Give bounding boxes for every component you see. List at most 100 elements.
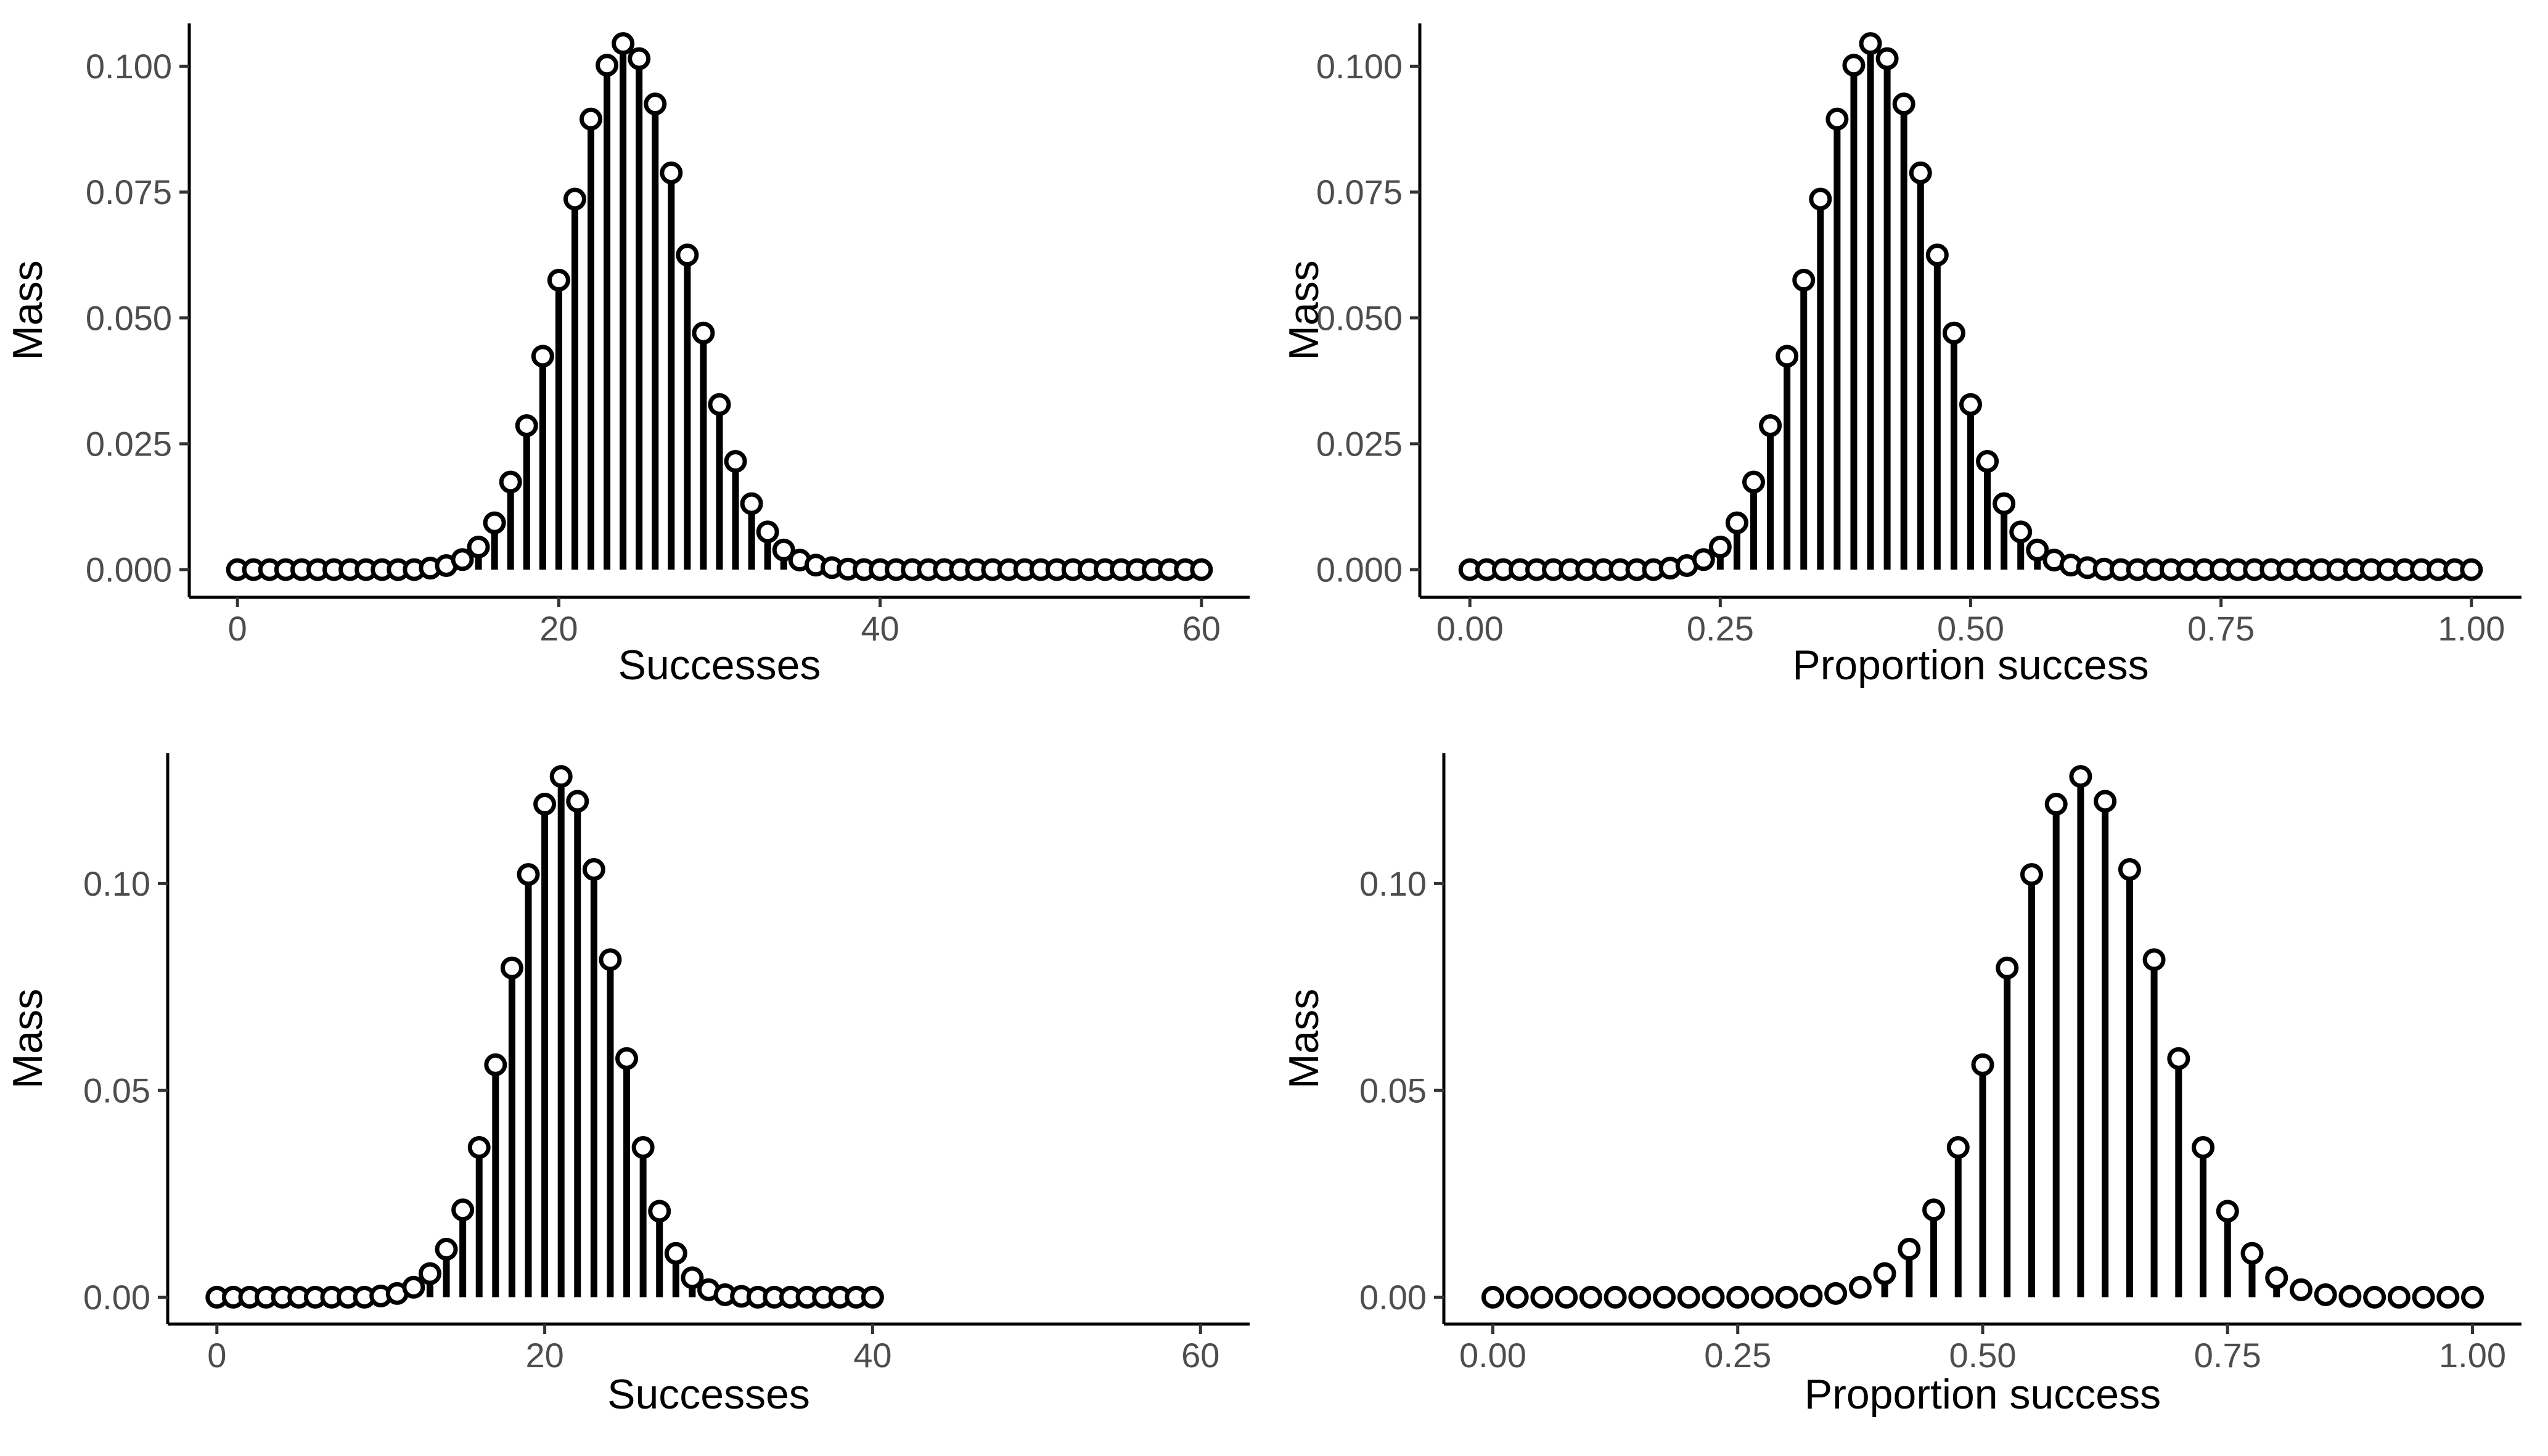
- point-1-22: [580, 107, 603, 131]
- x-tick-label: 1.00: [2439, 1336, 2506, 1375]
- point-4-21: [1996, 956, 2019, 980]
- point-3-16: [467, 1135, 491, 1159]
- x-axis-label: Successes: [618, 642, 821, 689]
- y-axis-label: Mass: [4, 989, 51, 1089]
- point-4-20: [1971, 1053, 1994, 1076]
- point-1-31: [724, 450, 747, 473]
- point-2-30: [1959, 393, 1982, 416]
- point-2-22: [1825, 107, 1849, 131]
- point-1-18: [515, 414, 538, 438]
- point-2-23: [1842, 54, 1866, 77]
- point-1-21: [563, 187, 586, 211]
- point-4-15: [1848, 1275, 1872, 1299]
- y-tick-label: 0.05: [83, 1071, 150, 1110]
- y-tick-label: 0.000: [86, 550, 172, 589]
- point-1-30: [708, 393, 731, 416]
- point-3-18: [500, 956, 523, 980]
- point-4-39: [2436, 1285, 2460, 1309]
- y-tick-label: 0.10: [1359, 864, 1427, 903]
- x-tick-label: 40: [861, 609, 899, 648]
- point-2-18: [1759, 414, 1782, 438]
- point-2-19: [1776, 345, 1799, 368]
- y-tick-label: 0.000: [1316, 550, 1403, 589]
- point-3-27: [648, 1200, 671, 1223]
- point-4-11: [1750, 1285, 1774, 1309]
- point-4-7: [1653, 1285, 1676, 1309]
- point-2-31: [1976, 450, 1999, 473]
- point-4-27: [2142, 948, 2166, 971]
- point-1-15: [467, 535, 490, 558]
- y-axis-label: Mass: [1280, 260, 1327, 360]
- y-tick-label: 0.05: [1359, 1071, 1427, 1110]
- point-3-21: [549, 765, 573, 788]
- x-tick-label: 60: [1181, 1336, 1219, 1375]
- y-tick-label: 0.00: [83, 1278, 150, 1317]
- point-4-6: [1628, 1285, 1652, 1309]
- point-4-26: [2118, 858, 2141, 881]
- y-axis-label: Mass: [1280, 989, 1327, 1089]
- point-3-14: [435, 1238, 458, 1261]
- point-4-19: [1946, 1135, 1970, 1159]
- point-1-23: [596, 54, 619, 77]
- point-4-9: [1702, 1285, 1725, 1309]
- x-tick-label: 0.75: [2194, 1336, 2261, 1375]
- point-3-22: [566, 790, 589, 813]
- point-1-27: [660, 162, 683, 185]
- chart-panel-4: 0.00 0.05 0.10 0.00 0.25 0.50 0.75 1.00 Proporti…: [1280, 753, 2521, 1418]
- point-4-34: [2314, 1283, 2337, 1306]
- point-2-33: [2009, 520, 2033, 544]
- point-1-32: [740, 492, 763, 515]
- point-3-12: [402, 1275, 425, 1299]
- point-4-38: [2412, 1285, 2435, 1309]
- point-2-34: [2026, 538, 2049, 562]
- x-tick-label: 60: [1182, 609, 1221, 648]
- x-tick-label: 0.50: [1937, 609, 2004, 648]
- point-3-28: [664, 1241, 687, 1265]
- y-tick-label: 0.10: [83, 864, 150, 903]
- point-2-28: [1925, 243, 1949, 267]
- point-1-28: [676, 243, 699, 267]
- y-tick-label: 0.075: [86, 173, 172, 211]
- point-3-13: [418, 1262, 441, 1285]
- point-4-40: [2461, 1285, 2485, 1309]
- y-tick-label: 0.050: [86, 298, 172, 337]
- point-1-34: [772, 538, 795, 562]
- point-1-19: [531, 345, 554, 368]
- x-axis-label: Proportion success: [1804, 1371, 2161, 1418]
- point-4-25: [2094, 790, 2117, 813]
- point-4-36: [2363, 1285, 2386, 1309]
- point-4-23: [2044, 793, 2068, 816]
- point-3-29: [681, 1266, 704, 1290]
- point-4-24: [2069, 765, 2092, 788]
- point-1-20: [547, 269, 570, 292]
- point-2-25: [1875, 47, 1899, 70]
- x-tick-label: 0.25: [1704, 1336, 1771, 1375]
- point-1-26: [644, 92, 667, 116]
- point-2-60: [2460, 558, 2483, 581]
- point-4-37: [2387, 1285, 2411, 1309]
- chart-panel-3: 0.00 0.05 0.10 0 20 40 60 Successes Mass: [4, 753, 1250, 1418]
- point-3-17: [484, 1053, 507, 1076]
- point-2-21: [1809, 187, 1832, 211]
- point-2-26: [1892, 92, 1915, 116]
- x-tick-label: 0.00: [1459, 1336, 1526, 1375]
- point-2-14: [1692, 548, 1715, 571]
- point-3-40: [861, 1285, 884, 1309]
- x-tick-label: 40: [853, 1336, 891, 1375]
- x-tick-label: 0: [228, 609, 247, 648]
- point-3-19: [517, 863, 540, 886]
- point-4-16: [1873, 1262, 1896, 1285]
- y-tick-label: 0.100: [1316, 47, 1403, 86]
- point-4-2: [1530, 1285, 1554, 1309]
- point-3-15: [451, 1198, 475, 1222]
- point-4-22: [2020, 863, 2043, 886]
- x-axis-label: Successes: [607, 1371, 810, 1418]
- point-4-1: [1505, 1285, 1529, 1309]
- y-tick-label: 0.075: [1316, 173, 1403, 211]
- point-1-60: [1190, 558, 1213, 581]
- point-3-20: [533, 793, 557, 816]
- y-axis-label: Mass: [4, 260, 51, 360]
- y-tick-label: 0.00: [1359, 1278, 1427, 1317]
